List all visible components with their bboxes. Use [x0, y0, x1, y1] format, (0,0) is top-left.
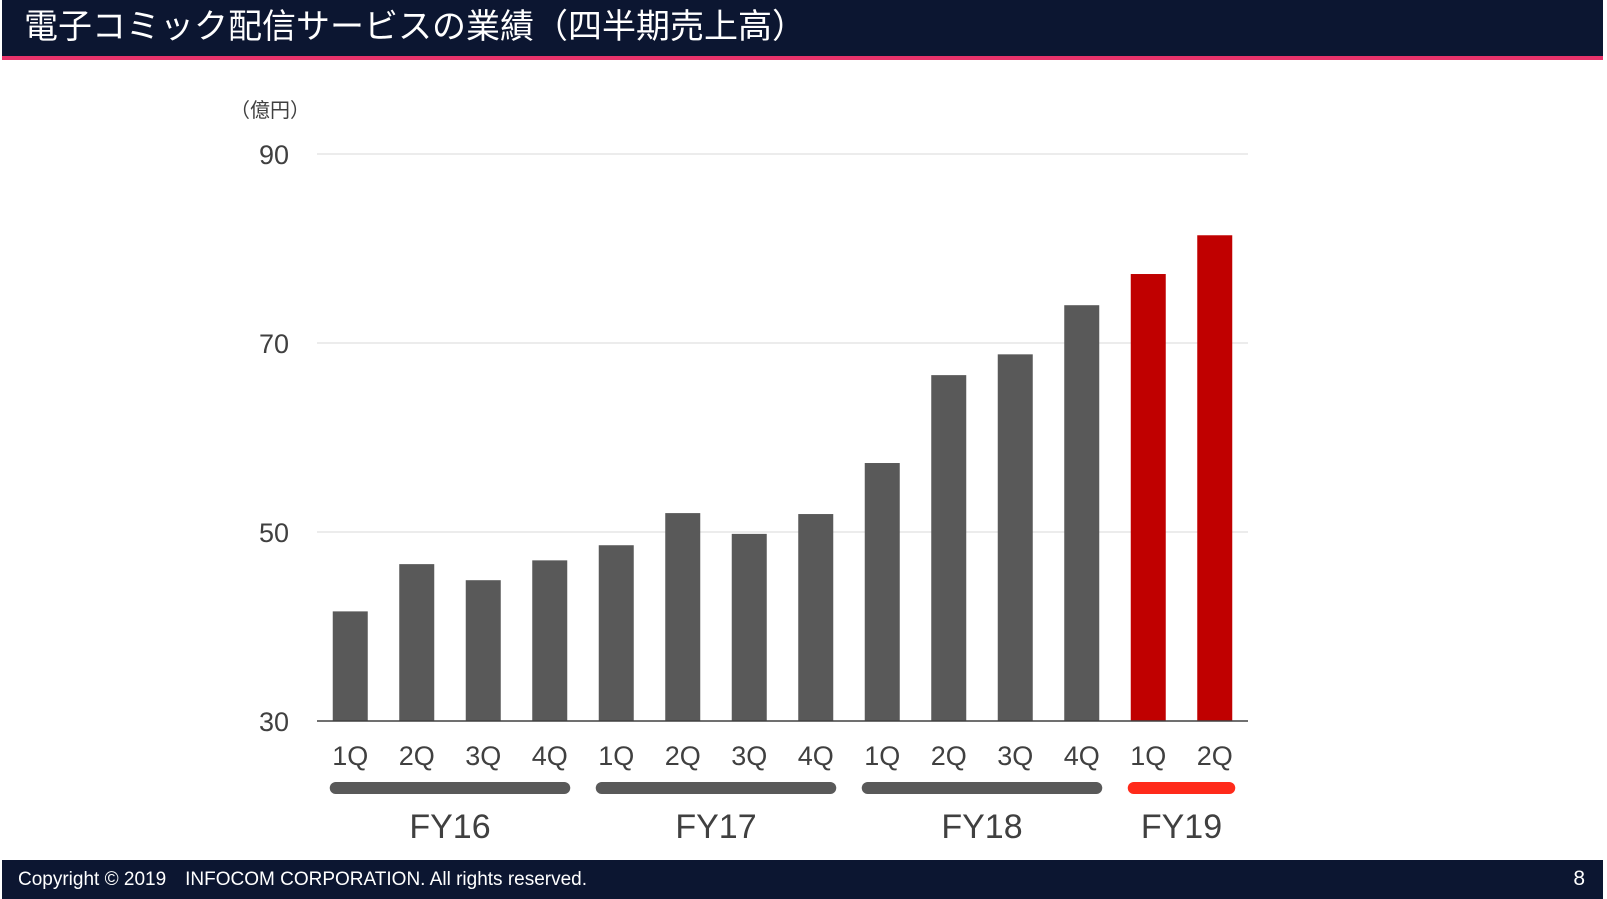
bar-2q-13: [1197, 235, 1233, 721]
x-tick-label: 2Q: [399, 741, 435, 771]
bar-3q-2: [465, 580, 501, 721]
fiscal-year-label: FY19: [1141, 808, 1222, 846]
quarterly-sales-bar-chart: （億円） 90 70 50 30 1Q 2Q 3Q 4Q 1Q 2Q 3Q 4Q 1Q 2Q 3Q 4Q 1Q 2Q…: [230, 98, 1248, 846]
x-tick-label: 2Q: [665, 741, 701, 771]
x-tick-label: 2Q: [1197, 741, 1233, 771]
x-tick-label: 1Q: [332, 741, 368, 771]
bar-2q-9: [931, 375, 967, 721]
x-tick-label: 3Q: [465, 741, 501, 771]
copyright-text: Copyright © 2019 INFOCOM CORPORATION. Al…: [18, 869, 588, 890]
x-tick-label: 1Q: [1130, 741, 1166, 771]
page-title: 電子コミック配信サービスの業績（四半期売上高）: [24, 7, 806, 47]
bar-3q-6: [731, 533, 767, 721]
header-bar: 電子コミック配信サービスの業績（四半期売上高）: [2, 0, 1603, 56]
x-tick-label: 4Q: [532, 741, 568, 771]
bar-1q-8: [864, 463, 900, 721]
fiscal-year-label: FY16: [409, 808, 490, 846]
y-tick-label: 70: [259, 329, 289, 359]
x-tick-label: 3Q: [997, 741, 1033, 771]
bar-4q-7: [798, 514, 834, 721]
x-tick-label: 1Q: [598, 741, 634, 771]
bar-1q-0: [332, 611, 368, 721]
x-tick-label: 2Q: [931, 741, 967, 771]
y-tick-label: 30: [259, 707, 289, 737]
fiscal-year-label: FY18: [941, 808, 1022, 846]
page-number: 8: [1573, 867, 1585, 890]
y-axis-unit-label: （億円）: [230, 98, 310, 122]
bar-1q-12: [1130, 274, 1166, 721]
bar-2q-5: [665, 513, 701, 721]
bar-3q-10: [997, 354, 1033, 721]
x-tick-label: 1Q: [864, 741, 900, 771]
y-tick-label: 50: [259, 518, 289, 548]
bar-2q-1: [399, 564, 435, 721]
fiscal-year-label: FY17: [675, 808, 756, 846]
footer-bar: Copyright © 2019 INFOCOM CORPORATION. Al…: [2, 860, 1603, 899]
x-tick-label: 4Q: [1064, 741, 1100, 771]
bar-4q-3: [532, 560, 568, 721]
bar-1q-4: [598, 545, 634, 721]
x-tick-label: 3Q: [731, 741, 767, 771]
x-tick-label: 4Q: [798, 741, 834, 771]
y-tick-label: 90: [259, 140, 289, 170]
bar-4q-11: [1064, 305, 1100, 721]
header-accent-rule: [2, 56, 1603, 60]
